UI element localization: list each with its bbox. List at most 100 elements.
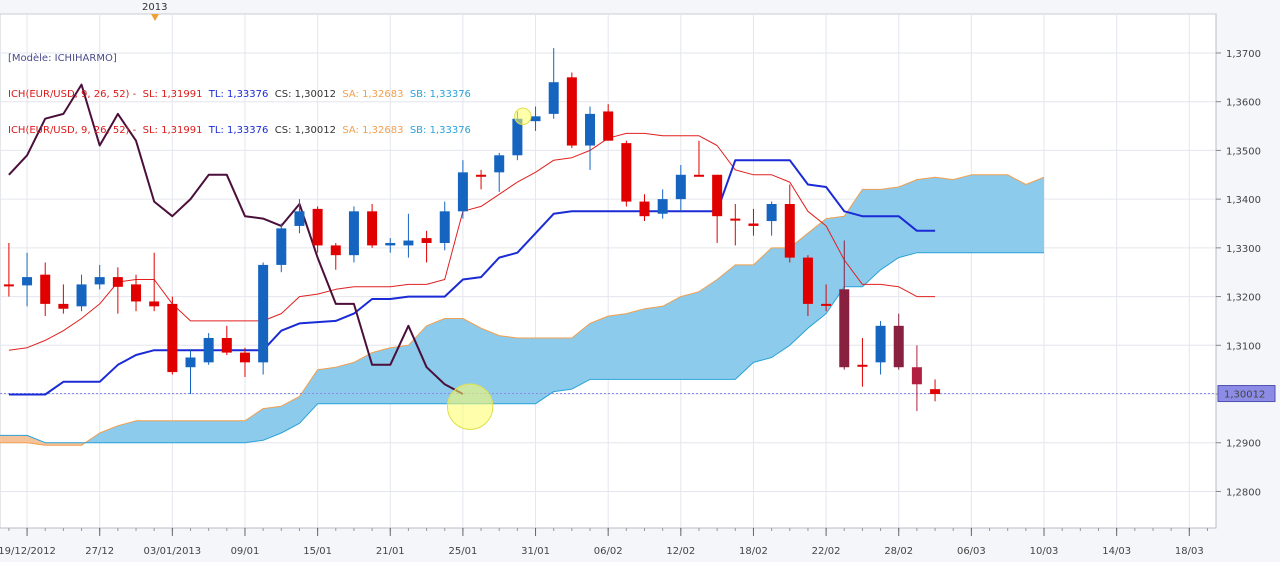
x-tick-label: 06/03	[957, 546, 986, 557]
candle-body	[603, 111, 614, 141]
candle-body	[94, 277, 105, 285]
kijun-sen-line	[8, 159, 936, 396]
y-tick-label: 1,3100	[1226, 341, 1261, 352]
highlight-circle	[446, 383, 494, 430]
candle-body	[258, 264, 269, 363]
candle-body	[693, 174, 704, 177]
kumo-cloud	[0, 174, 1045, 446]
legend: [Modèle: ICHIHARMO] ICH(EUR/USD, 9, 26, …	[8, 29, 471, 149]
candle-body	[893, 325, 904, 368]
model-label: [Modèle: ICHIHARMO]	[8, 53, 117, 64]
candle-body	[131, 284, 142, 302]
x-tick-label: 15/01	[303, 546, 332, 557]
candle-body	[312, 208, 323, 246]
x-tick-label: 03/01/2013	[144, 546, 202, 557]
candlesticks	[3, 48, 941, 412]
legend-tl: TL: 1,33376	[208, 125, 269, 136]
candle-body	[112, 277, 123, 287]
x-tick-label: 18/02	[739, 546, 768, 557]
candle-body	[512, 118, 523, 156]
x-tick-label: 18/03	[1175, 546, 1204, 557]
y-axis: 1,28001,29001,30001,31001,32001,33001,34…	[1215, 14, 1261, 528]
y-tick-label: 1,3400	[1226, 195, 1261, 206]
candle-body	[911, 367, 922, 385]
candle-body	[875, 325, 886, 363]
candle-body	[566, 77, 577, 146]
highlight-circle	[514, 107, 532, 125]
y-tick-label: 1,3700	[1226, 49, 1261, 60]
legend-symbol: ICH(EUR/USD, 9, 26, 52) -	[8, 89, 137, 100]
y-tick-label: 1,3200	[1226, 293, 1261, 304]
candle-body	[857, 364, 868, 367]
candle-body	[276, 228, 287, 265]
candle-body	[548, 82, 559, 114]
legend-sb: SB: 1,33376	[409, 125, 471, 136]
legend-symbol: ICH(EUR/USD, 9, 26, 52) -	[8, 125, 137, 136]
x-tick-label: 22/02	[812, 546, 841, 557]
candle-body	[330, 245, 341, 256]
legend-tl: TL: 1,33376	[208, 89, 269, 100]
candle-body	[403, 240, 414, 246]
candle-body	[585, 113, 596, 146]
candle-body	[748, 223, 759, 226]
candle-body	[439, 211, 450, 243]
legend-cs: CS: 1,30012	[274, 89, 336, 100]
y-tick-label: 1,2900	[1226, 439, 1261, 450]
legend-sl: SL: 1,31991	[142, 125, 203, 136]
candle-body	[239, 352, 250, 363]
legend-sl: SL: 1,31991	[142, 89, 203, 100]
candle-body	[802, 257, 813, 304]
y-tick-label: 1,3300	[1226, 244, 1261, 255]
annotations	[446, 107, 532, 430]
legend-line-2: ICH(EUR/USD, 9, 26, 52) - SL: 1,31991 TL…	[8, 125, 471, 137]
x-tick-label: 14/03	[1102, 546, 1131, 557]
candle-body	[294, 211, 305, 226]
x-tick-label: 27/12	[85, 546, 114, 557]
candle-body	[730, 218, 741, 221]
candle-body	[784, 204, 795, 258]
candle-body	[821, 303, 832, 306]
x-tick-label: 31/01	[521, 546, 550, 557]
x-tick-label: 25/01	[448, 546, 477, 557]
current-price-marker: 1,30012	[1217, 385, 1276, 403]
candle-body	[167, 303, 178, 373]
x-tick-label: 21/01	[376, 546, 405, 557]
chikou-span-line	[8, 83, 464, 395]
x-tick-label: 12/02	[666, 546, 695, 557]
y-tick-label: 1,2800	[1226, 487, 1261, 498]
legend-sa: SA: 1,32683	[342, 89, 404, 100]
candle-body	[76, 284, 87, 307]
candle-body	[839, 289, 850, 368]
x-tick-label: 28/02	[884, 546, 913, 557]
candle-body	[639, 201, 650, 217]
candle-body	[530, 116, 541, 122]
candle-body	[421, 238, 432, 243]
legend-sa: SA: 1,32683	[342, 125, 404, 136]
cloud-bullish-area	[86, 174, 1045, 443]
indicator-lines	[0, 83, 1216, 396]
x-axis: 19/12/2012 27/12 03/01/2013 09/01 15/01 21/01…	[0, 527, 1216, 557]
tenkan-sen-line	[8, 132, 936, 351]
x-tick-label: 19/12/2012	[0, 546, 56, 557]
candle-body	[348, 211, 359, 256]
x-tick-label: 09/01	[231, 546, 260, 557]
candle-body	[40, 274, 51, 304]
candle-body	[766, 204, 777, 222]
candle-body	[203, 337, 214, 363]
senkou-span-a-line	[0, 174, 1045, 446]
current-price-box	[1217, 385, 1276, 403]
legend-sb: SB: 1,33376	[409, 89, 471, 100]
candle-body	[385, 242, 396, 246]
candle-body	[621, 143, 632, 202]
candle-body	[22, 277, 33, 286]
candle-body	[149, 301, 160, 307]
candle-body	[3, 284, 14, 287]
y-tick-label: 1,3500	[1226, 146, 1261, 157]
candle-body	[476, 174, 487, 177]
x-tick-label: 10/03	[1030, 546, 1059, 557]
legend-line-1: ICH(EUR/USD, 9, 26, 52) - SL: 1,31991 TL…	[8, 89, 471, 101]
candle-body	[367, 211, 378, 246]
candle-body	[221, 337, 232, 353]
current-price-label: 1,30012	[1224, 390, 1265, 401]
